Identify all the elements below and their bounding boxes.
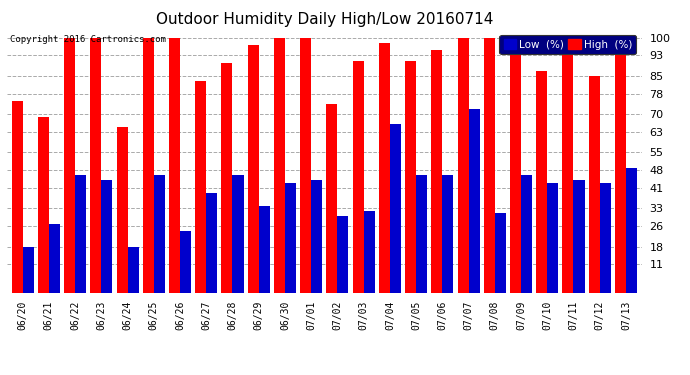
Bar (117, 127, 128, 292)
Bar (495, 213, 506, 292)
Bar (23, 247, 34, 292)
Bar (300, 38, 311, 292)
Bar (128, 247, 139, 292)
Bar (353, 61, 364, 292)
Bar (154, 175, 165, 292)
Bar (547, 183, 558, 292)
Bar (233, 175, 244, 292)
Bar (49, 224, 60, 292)
Bar (259, 206, 270, 292)
Bar (38, 117, 49, 292)
Bar (484, 38, 495, 292)
Bar (589, 76, 600, 292)
Bar (274, 38, 285, 292)
Bar (101, 180, 112, 292)
Bar (285, 183, 296, 292)
Bar (364, 211, 375, 292)
Bar (405, 61, 416, 292)
Bar (600, 183, 611, 292)
Text: Copyright 2016 Cartronics.com: Copyright 2016 Cartronics.com (10, 35, 166, 44)
Bar (626, 168, 637, 292)
Bar (90, 38, 101, 292)
Bar (469, 109, 480, 292)
Legend: Low  (%), High  (%): Low (%), High (%) (500, 35, 636, 54)
Bar (64, 38, 75, 292)
Bar (337, 216, 348, 292)
Bar (206, 193, 217, 292)
Bar (390, 124, 401, 292)
Bar (326, 104, 337, 292)
Bar (221, 63, 233, 292)
Bar (169, 38, 180, 292)
Bar (442, 175, 453, 292)
Bar (562, 56, 573, 292)
Bar (75, 175, 86, 292)
Bar (143, 38, 154, 292)
Bar (195, 81, 206, 292)
Bar (248, 45, 259, 292)
Bar (311, 180, 322, 292)
Bar (180, 231, 191, 292)
Bar (615, 40, 626, 292)
Title: Outdoor Humidity Daily High/Low 20160714: Outdoor Humidity Daily High/Low 20160714 (156, 12, 493, 27)
Bar (379, 43, 390, 292)
Bar (521, 175, 532, 292)
Bar (12, 101, 23, 292)
Bar (416, 175, 427, 292)
Bar (457, 38, 469, 292)
Bar (536, 71, 547, 292)
Bar (510, 38, 521, 292)
Bar (431, 50, 442, 292)
Bar (573, 180, 584, 292)
